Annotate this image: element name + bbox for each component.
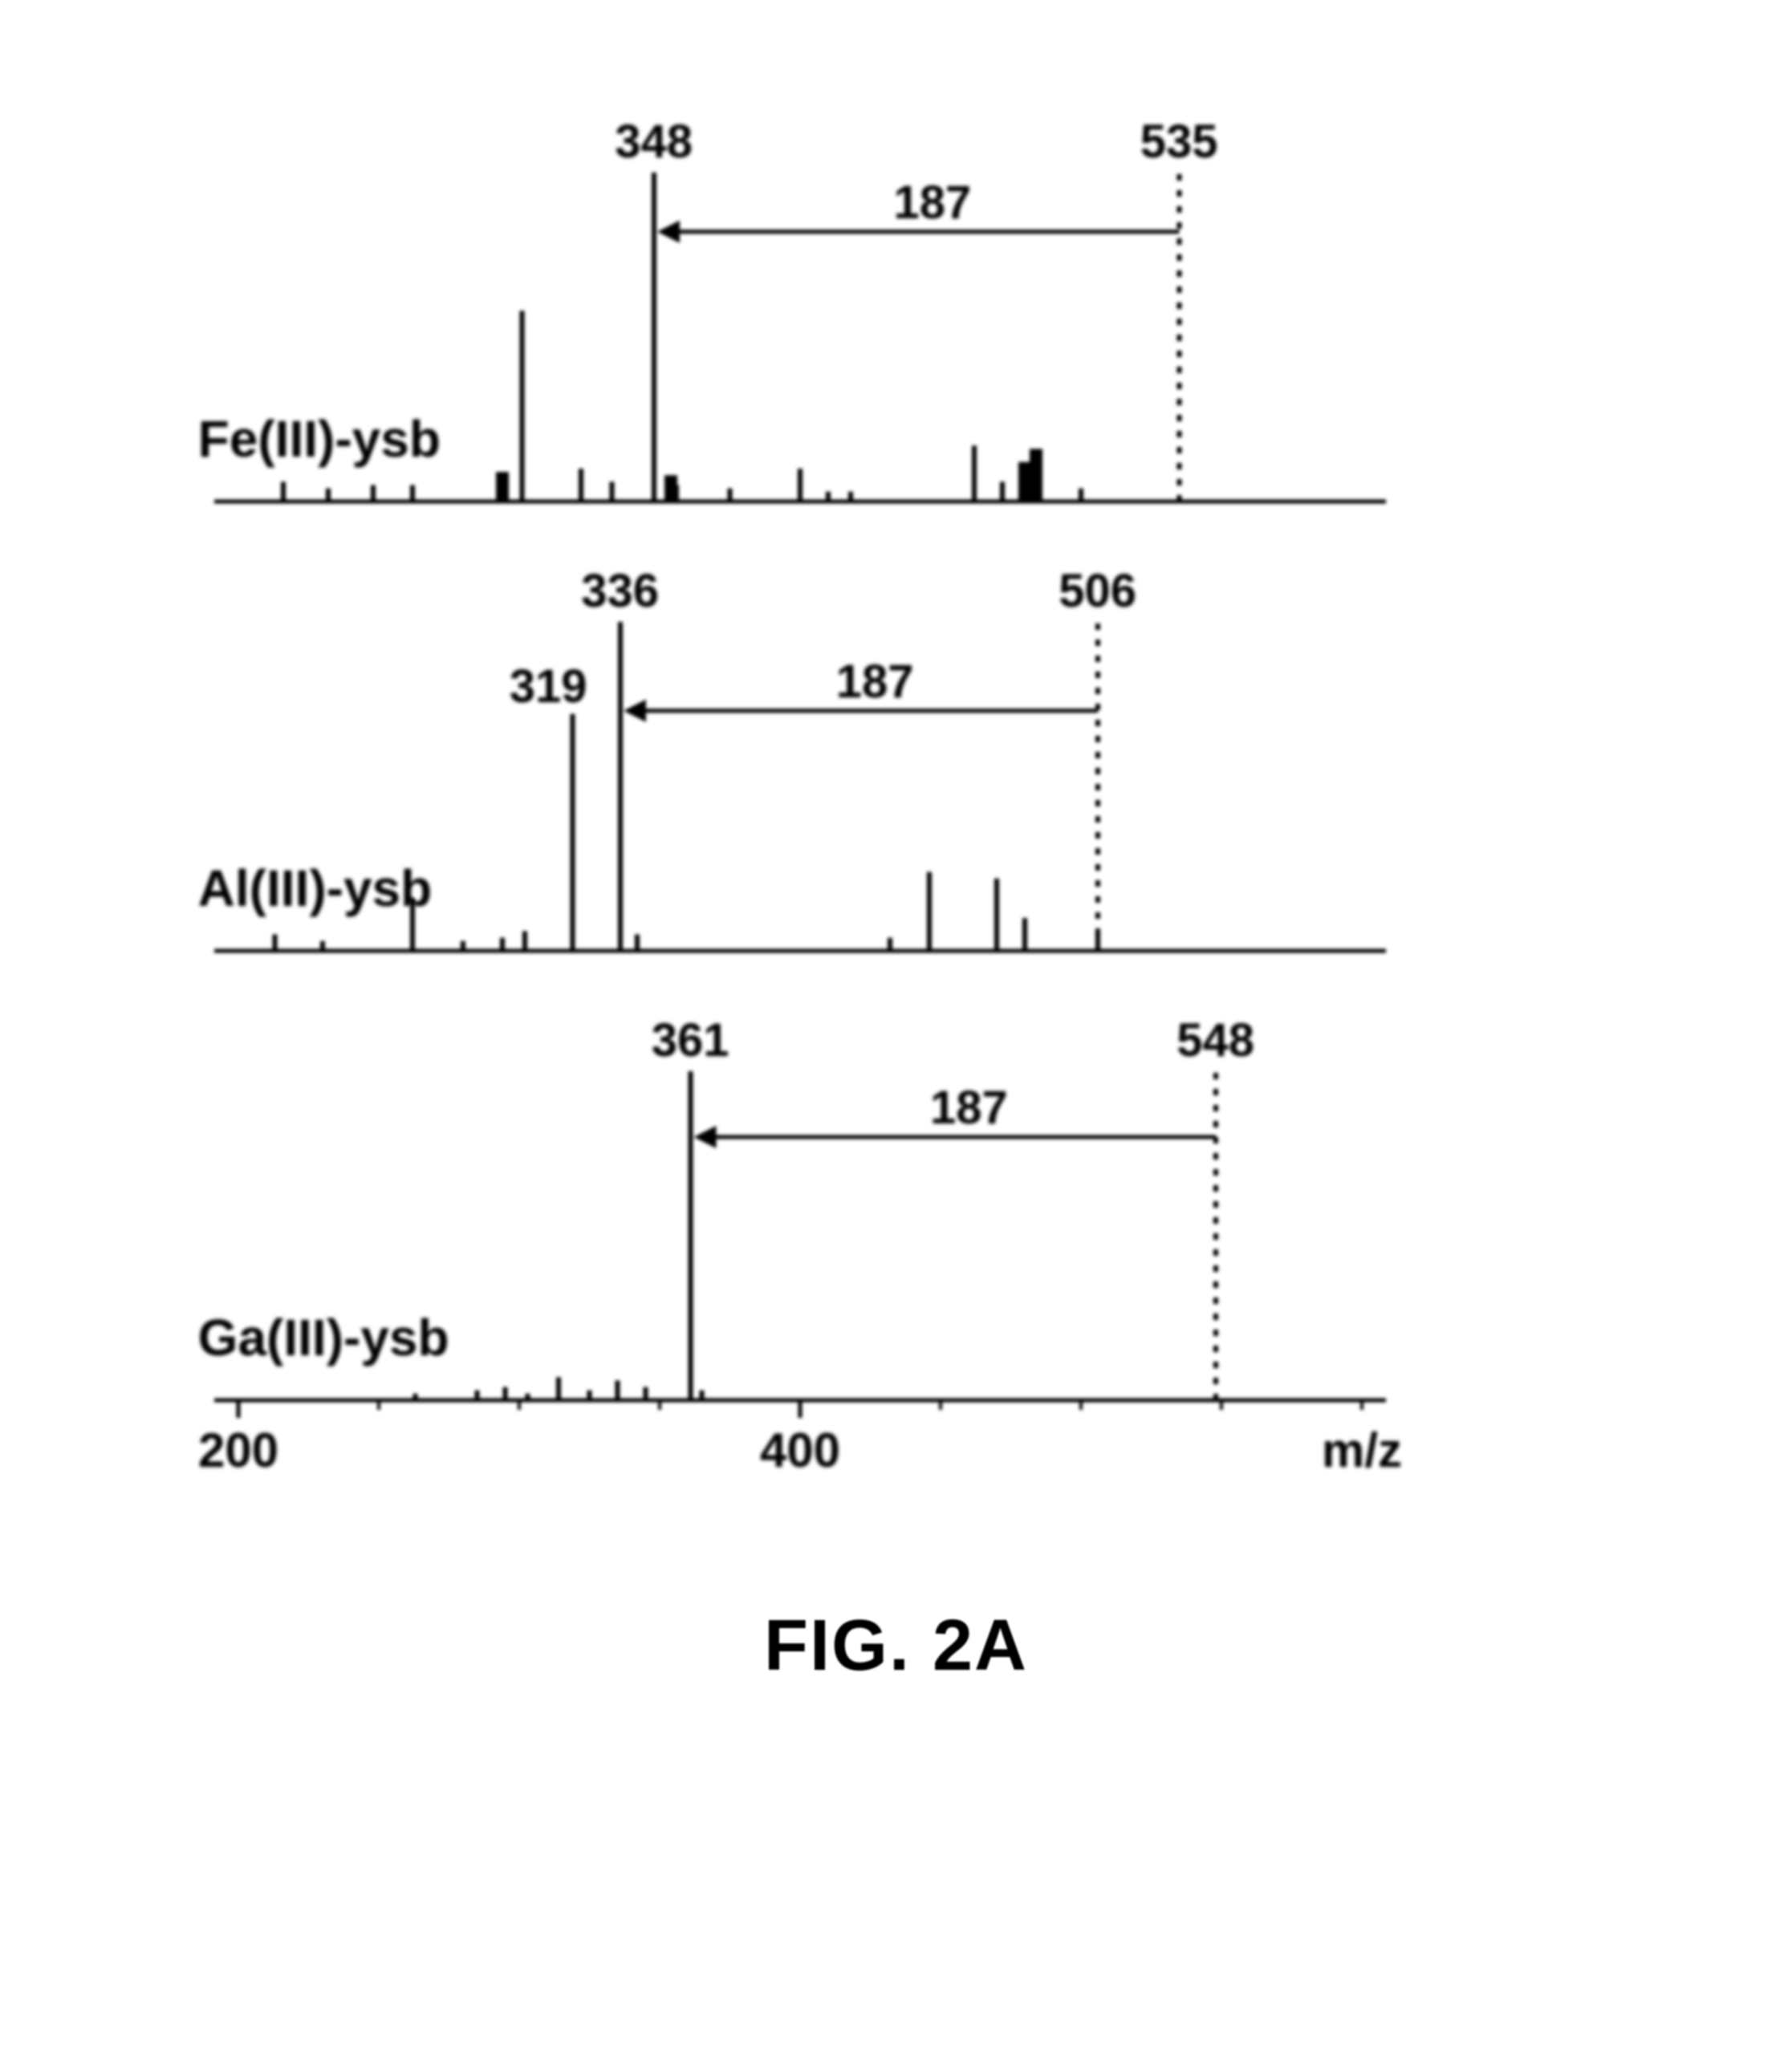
arrowhead-icon [657, 221, 680, 243]
spectra-stack: Fe(III)-ysb 348 535 187 Al(III)-ysb 336 319 506… [161, 96, 1631, 1621]
peak-mz-label: 336 [581, 564, 659, 618]
spectrum-panel: Al(III)-ysb 336 319 506 187 [190, 546, 1514, 995]
precursor-mz-label: 506 [1059, 564, 1136, 618]
x-axis-title: m/z [1322, 1423, 1402, 1478]
spectrum-panel: Fe(III)-ysb 348 535 187 [190, 96, 1514, 546]
neutral-loss-label: 187 [894, 176, 972, 229]
arrowhead-icon [624, 700, 646, 722]
peak-mz-label: 348 [615, 115, 693, 169]
spectrum-svg [190, 546, 1394, 995]
panel-compound-label: Al(III)-ysb [198, 859, 433, 918]
neutral-loss-label: 187 [836, 655, 914, 709]
figure-container: Fe(III)-ysb 348 535 187 Al(III)-ysb 336 319 506… [161, 96, 1631, 1963]
spectrum-panel: Ga(III)-ysb 361 548 187 [190, 995, 1514, 1444]
peak-mz-label: 319 [510, 660, 587, 713]
panel-compound-label: Ga(III)-ysb [198, 1308, 449, 1367]
axis-tick-label: 400 [760, 1423, 840, 1478]
precursor-mz-label: 535 [1140, 115, 1218, 169]
panel-compound-label: Fe(III)-ysb [198, 409, 441, 469]
figure-caption: FIG. 2A [161, 1605, 1631, 1687]
precursor-mz-label: 548 [1176, 1013, 1254, 1067]
axis-tick-label: 200 [198, 1423, 278, 1478]
arrowhead-icon [693, 1126, 716, 1148]
peak-mz-label: 361 [652, 1013, 729, 1067]
neutral-loss-label: 187 [930, 1081, 1008, 1135]
